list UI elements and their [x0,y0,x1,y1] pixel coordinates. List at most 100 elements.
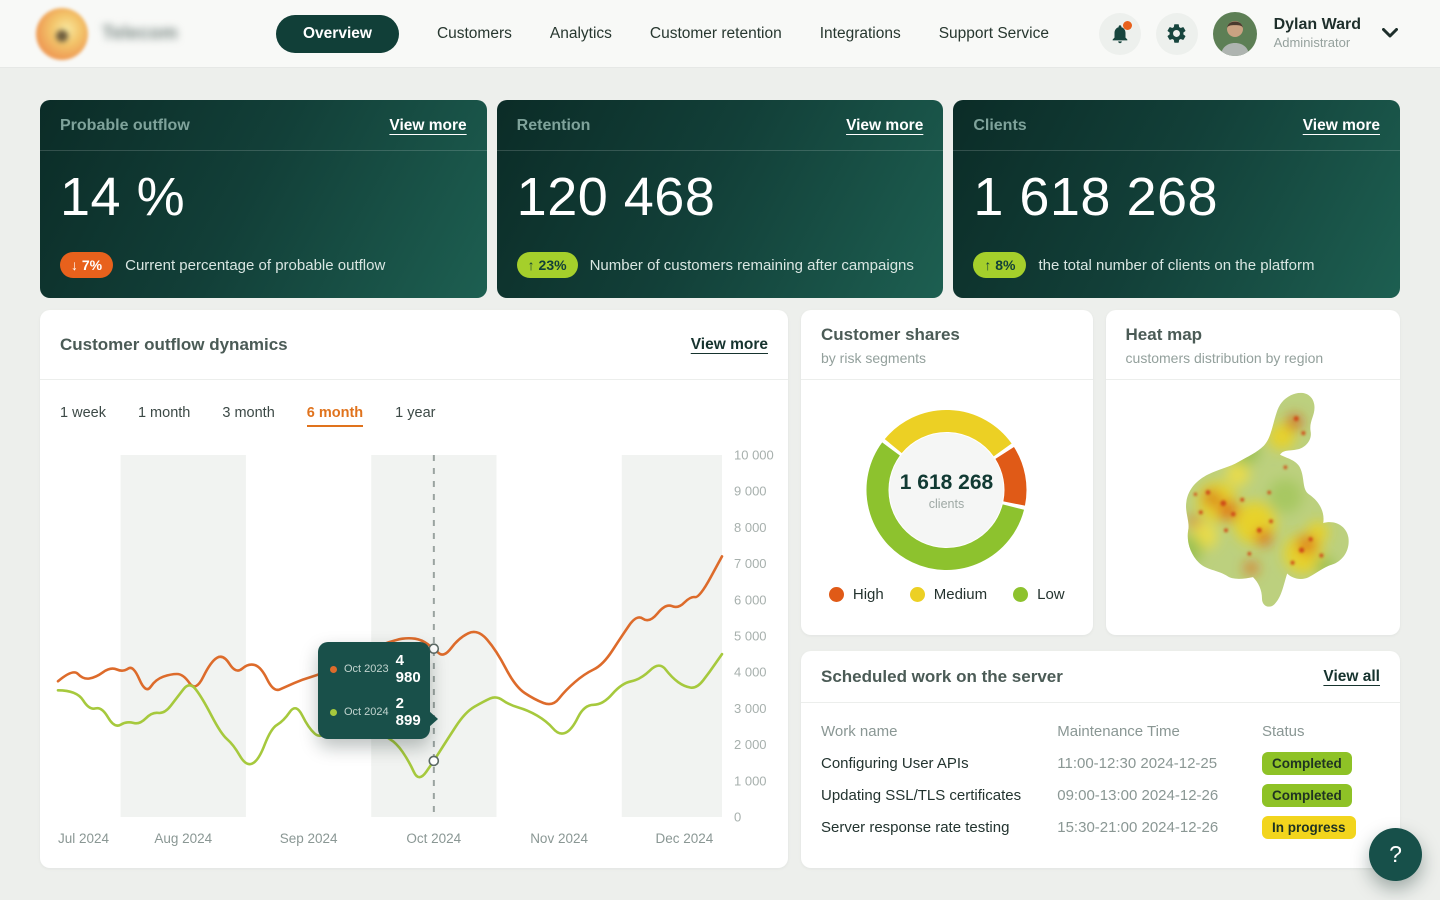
brand-logo-icon [36,7,88,60]
user-meta: Dylan Ward Administrator [1274,15,1361,51]
status-badge: Completed [1262,751,1352,775]
tooltip-series-value: 2 899 [395,695,421,729]
table-row: Updating SSL/TLS certificates 09:00-13:00… [821,779,1380,811]
y-axis-label: 4 000 [734,665,767,680]
nav-item-integrations[interactable]: Integrations [819,24,901,42]
scheduled-table: Work name Maintenance Time Status Config… [801,703,1400,843]
y-axis-label: 7 000 [734,556,767,571]
range-tab-6-month[interactable]: 6 month [306,405,364,427]
status-badge: In progress [1262,815,1356,839]
outflow-line-chart[interactable]: Jul 2024 Aug 2024 Sep 2024 Oct 2024 Nov 2024… [40,445,788,863]
help-button[interactable]: ? [1369,828,1422,881]
outflow-view-more-link[interactable]: View more [690,335,768,353]
user-avatar[interactable] [1212,11,1257,56]
month-band [621,455,722,817]
x-axis-label: Nov 2024 [530,831,588,846]
kpi-description: the total number of clients on the platf… [1038,256,1315,274]
user-menu-button[interactable] [1376,20,1404,47]
user-name: Dylan Ward [1273,16,1361,34]
donut-segment-high [995,447,1027,506]
kpi-card-probable-outflow: Probable outflow View more 14 % ↓ 7% Current… [40,100,487,298]
kpi-trend-badge: ↓ 7% [60,252,114,278]
tooltip-series-label: Oct 2024 [344,706,389,718]
risk-legend: High Medium Low [828,586,1065,603]
risk-donut-chart: 1 618 268 clients [866,410,1027,570]
legend-dot [909,587,925,602]
time-range-tabs: 1 week 1 month 3 month 6 month 1 year [40,380,788,445]
brand-name: Telecom [102,22,178,44]
legend-item-medium: Medium [909,586,988,603]
kpi-trend-badge: ↑ 23% [516,252,578,278]
y-axis-label: 8 000 [734,520,767,535]
maintenance-time-cell: 09:00-13:00 2024-12-26 [1057,786,1219,804]
kpi-view-more-link[interactable]: View more [389,117,467,134]
heat-map-graphic [1185,392,1349,607]
legend-label: Low [1037,586,1065,603]
kpi-view-more-link[interactable]: View more [846,117,924,134]
donut-center [889,433,1004,547]
customer-shares-card: Customer shares by risk segments 1 618 2… [801,310,1093,635]
column-header-work-name: Work name [821,722,898,740]
range-tab-1-year[interactable]: 1 year [395,405,436,421]
tooltip-series-value: 4 980 [395,652,421,686]
month-band [120,455,246,817]
kpi-description: Current percentage of probable outflow [125,256,386,274]
tooltip-series-dot [330,708,337,716]
brand: Telecom [36,7,248,60]
x-axis-label: Sep 2024 [280,831,338,846]
scheduled-work-card: Scheduled work on the server View all Wo… [801,651,1400,868]
maintenance-time-cell: 15:30-21:00 2024-12-26 [1057,818,1219,836]
nav-item-analytics[interactable]: Analytics [549,24,612,42]
data-point-marker [428,643,440,654]
tooltip-series-label: Oct 2023 [344,663,389,675]
kpi-value: 14 % [60,167,186,227]
tooltip-row: Oct 2024 2 899 [330,695,421,729]
nav-item-support-service[interactable]: Support Service [938,24,1049,42]
kpi-view-more-link[interactable]: View more [1302,117,1380,134]
kpi-description: Number of customers remaining after camp… [589,256,914,274]
nav-item-customers[interactable]: Customers [436,24,512,42]
chevron-down-icon [1382,26,1398,41]
nav-item-customer-retention[interactable]: Customer retention [649,24,782,42]
outflow-card-title: Customer outflow dynamics [60,334,288,354]
tooltip-series-dot [330,665,337,673]
heat-map-card: Heat map customers distribution by regio… [1105,310,1400,635]
legend-label: Medium [933,586,988,603]
scheduled-card-title: Scheduled work on the server [821,666,1063,686]
legend-dot [1013,587,1029,602]
notifications-button[interactable] [1098,12,1141,55]
heatmap-card-subtitle: customers distribution by region [1125,350,1324,366]
y-axis-label: 6 000 [734,592,767,607]
settings-button[interactable] [1155,12,1198,55]
y-axis-label: 3 000 [734,701,767,716]
maintenance-time-cell: 11:00-12:30 2024-12-25 [1057,754,1218,772]
heatmap-card-title: Heat map [1125,325,1203,344]
x-axis-label: Oct 2024 [406,831,461,846]
kpi-card-retention: Retention View more 120 468 ↑ 23% Number of … [496,100,944,298]
table-row: Server response rate testing 15:30-21:00 … [821,811,1380,843]
legend-label: High [852,586,884,603]
range-tab-3-month[interactable]: 3 month [222,405,275,421]
scheduled-view-all-link[interactable]: View all [1323,667,1380,685]
y-axis-label: 9 000 [734,484,767,499]
column-header-maintenance-time: Maintenance Time [1057,722,1180,740]
nav-item-overview[interactable]: Overview [276,14,399,53]
y-axis-label: 0 [734,810,741,825]
range-tab-1-month[interactable]: 1 month [137,405,191,421]
top-nav-bar: Telecom Overview Customers Analytics Custom… [0,0,1440,68]
range-tab-1-week[interactable]: 1 week [60,405,106,421]
work-name-cell: Configuring User APIs [821,754,969,772]
y-axis-label: 5 000 [734,629,767,644]
gear-icon [1165,22,1188,45]
legend-dot [828,587,844,602]
donut-segment-low [866,442,1025,570]
tooltip-row: Oct 2023 4 980 [330,652,421,686]
work-name-cell: Server response rate testing [821,818,1010,836]
donut-center-label: clients [929,497,964,511]
x-axis-label: Aug 2024 [154,831,212,846]
bell-icon [1109,23,1131,45]
kpi-cards-row: Probable outflow View more 14 % ↓ 7% Current… [40,100,1400,298]
legend-item-high: High [828,586,884,603]
kpi-card-title: Retention [516,117,591,134]
kpi-value: 1 618 268 [973,167,1219,227]
